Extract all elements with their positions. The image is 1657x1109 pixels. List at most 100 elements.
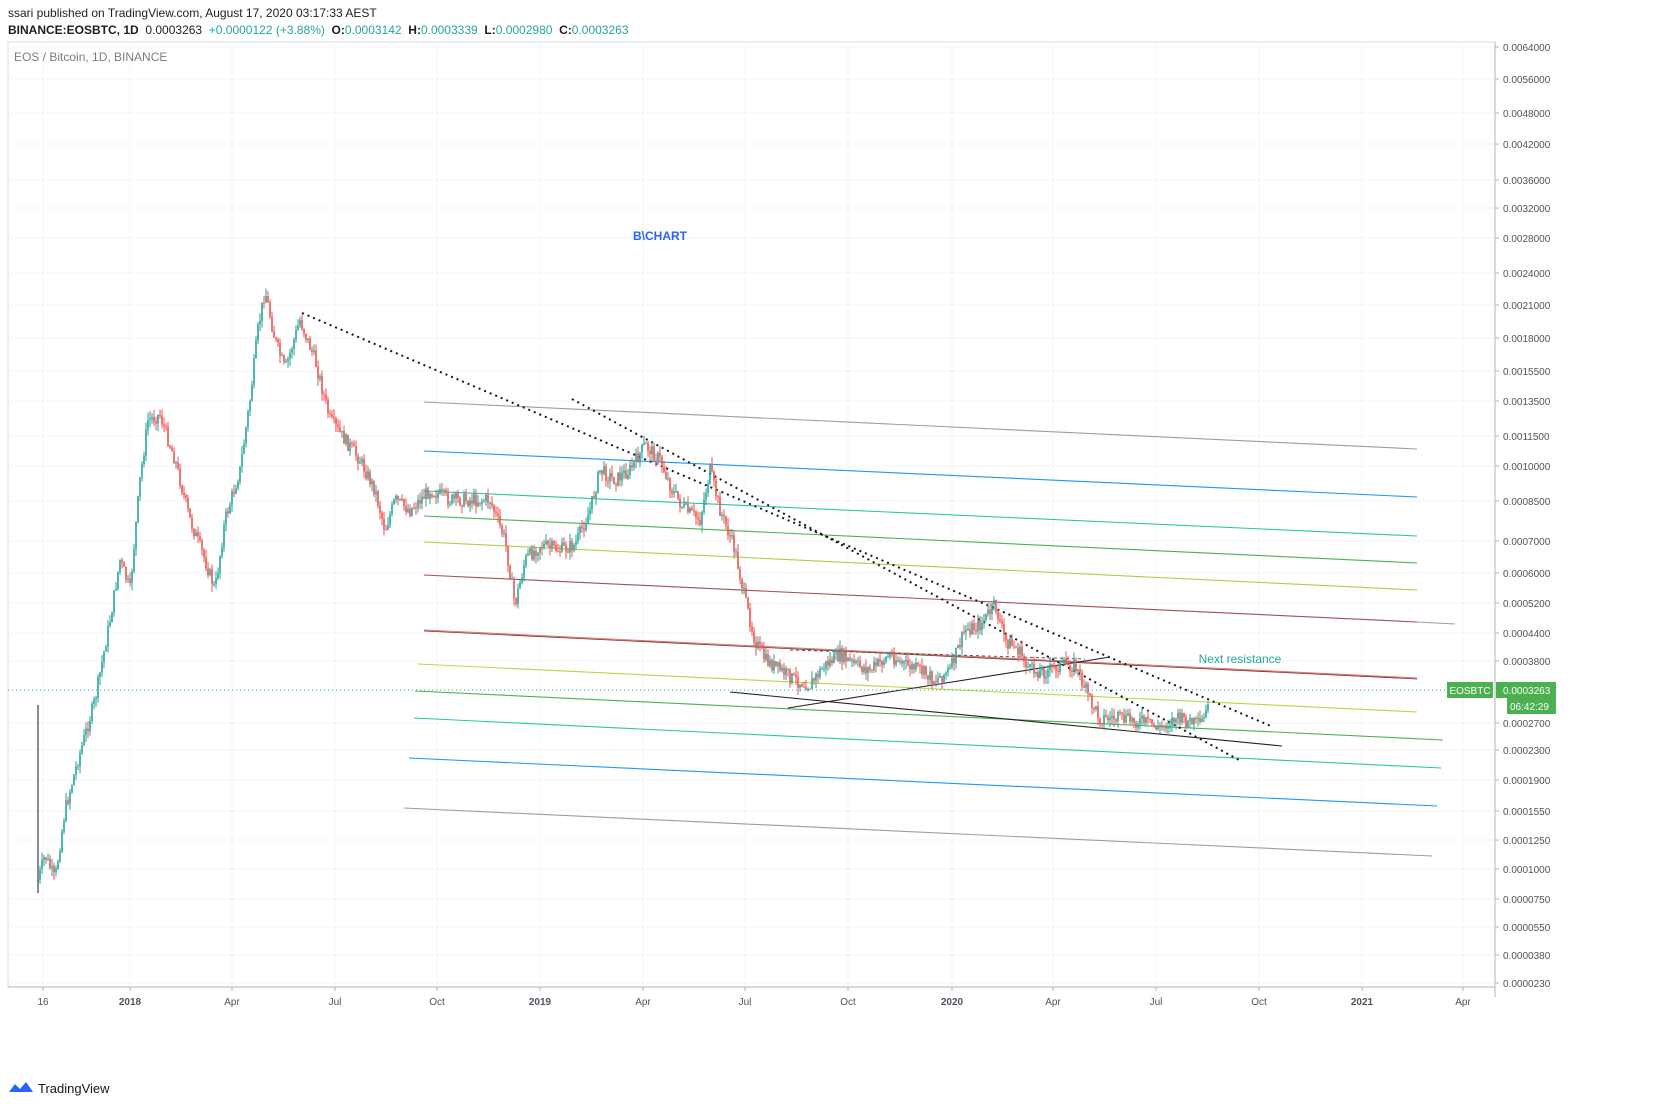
y-tick-label: 0.0056000 bbox=[1503, 75, 1551, 86]
candle-body bbox=[405, 506, 407, 513]
candle-body bbox=[429, 494, 431, 499]
x-tick-label: Oct bbox=[840, 997, 856, 1008]
candle-body bbox=[1011, 639, 1013, 646]
candle-body bbox=[679, 498, 681, 507]
candle-body bbox=[559, 551, 561, 553]
candle-body bbox=[371, 480, 373, 485]
candle-body bbox=[479, 502, 481, 504]
candle-body bbox=[329, 413, 331, 415]
x-tick-label: Oct bbox=[429, 997, 445, 1008]
candle-body bbox=[731, 535, 733, 537]
candle-body bbox=[915, 662, 917, 670]
y-tick-label: 0.0001900 bbox=[1503, 776, 1551, 787]
y-tick-label: 0.0004400 bbox=[1503, 629, 1551, 640]
candle-body bbox=[715, 480, 717, 497]
candle-body bbox=[859, 660, 861, 667]
candle-body bbox=[941, 675, 943, 683]
tradingview-footer[interactable]: TradingView bbox=[8, 1080, 110, 1096]
candle-body bbox=[907, 659, 909, 666]
y-tick-label: 0.0001250 bbox=[1503, 836, 1551, 847]
candle-body bbox=[873, 662, 875, 671]
candle-body bbox=[921, 666, 923, 675]
candle-body bbox=[937, 677, 939, 683]
candle-body bbox=[1041, 668, 1043, 671]
candle-body bbox=[855, 661, 857, 664]
open-label: O: bbox=[331, 23, 345, 37]
candle-body bbox=[681, 506, 683, 508]
candle-body bbox=[779, 662, 781, 671]
candle-body bbox=[463, 493, 465, 507]
candle-body bbox=[1099, 718, 1101, 724]
candle-body bbox=[227, 511, 229, 514]
x-tick-label: Jul bbox=[739, 997, 752, 1008]
candle-body bbox=[109, 622, 111, 626]
candle-body bbox=[543, 543, 545, 549]
candle-body bbox=[655, 460, 657, 462]
candle-body bbox=[105, 646, 107, 652]
candle-body bbox=[943, 674, 945, 683]
candle-body bbox=[1191, 717, 1193, 725]
candle-body bbox=[545, 540, 547, 544]
range-line bbox=[789, 649, 1086, 660]
candle-body bbox=[643, 443, 645, 445]
last-price-label: 0.0003263 bbox=[1503, 686, 1551, 697]
candle-body bbox=[469, 500, 471, 506]
candle-body bbox=[505, 532, 507, 547]
candle-body bbox=[269, 302, 271, 317]
candle-body bbox=[577, 532, 579, 542]
candle-body bbox=[485, 494, 487, 501]
candle-body bbox=[111, 612, 113, 623]
candle-body bbox=[707, 483, 709, 493]
candle-body bbox=[1065, 658, 1067, 664]
candle-body bbox=[293, 339, 295, 350]
candle-body bbox=[457, 493, 459, 498]
candle-body bbox=[983, 620, 985, 623]
candle-body bbox=[863, 667, 865, 672]
candle-body bbox=[509, 565, 511, 580]
y-tick-label: 0.0036000 bbox=[1503, 176, 1551, 187]
y-tick-label: 0.0042000 bbox=[1503, 140, 1551, 151]
candle-body bbox=[119, 559, 121, 572]
candle-body bbox=[361, 458, 363, 463]
y-tick-label: 0.0015500 bbox=[1503, 367, 1551, 378]
candle-body bbox=[785, 668, 787, 675]
channel-line bbox=[413, 717, 1442, 769]
candle-body bbox=[789, 669, 791, 684]
candle-body bbox=[483, 500, 485, 502]
candle-body bbox=[673, 491, 675, 494]
y-tick-label: 0.0021000 bbox=[1503, 301, 1551, 312]
candle-body bbox=[333, 416, 335, 419]
candle-body bbox=[513, 578, 515, 599]
candle-body bbox=[867, 667, 869, 674]
candle-body bbox=[769, 659, 771, 666]
candle-body bbox=[91, 703, 93, 722]
candle-body bbox=[933, 681, 935, 684]
candle-body bbox=[701, 512, 703, 525]
candle-body bbox=[439, 489, 441, 494]
candle-body bbox=[775, 661, 777, 666]
channel-line bbox=[423, 629, 1418, 679]
candle-body bbox=[275, 337, 277, 340]
candle-body bbox=[539, 547, 541, 553]
candle-body bbox=[189, 508, 191, 518]
candle-body bbox=[277, 339, 279, 343]
candle-body bbox=[1135, 722, 1137, 728]
candle-body bbox=[247, 411, 249, 428]
candle-body bbox=[667, 478, 669, 480]
candle-body bbox=[245, 427, 247, 444]
candle-body bbox=[1145, 717, 1147, 723]
candle-body bbox=[1147, 717, 1149, 719]
candle-body bbox=[747, 597, 749, 609]
candle-body bbox=[289, 352, 291, 359]
channel-line bbox=[423, 515, 1418, 564]
candle-body bbox=[365, 471, 367, 479]
candle-body bbox=[791, 673, 793, 684]
candle-body bbox=[461, 505, 463, 507]
candle-body bbox=[1037, 671, 1039, 679]
candle-body bbox=[1091, 695, 1093, 708]
candle-body bbox=[613, 476, 615, 485]
candle-body bbox=[413, 507, 415, 509]
candle-body bbox=[1107, 716, 1109, 721]
candle-body bbox=[193, 528, 195, 537]
